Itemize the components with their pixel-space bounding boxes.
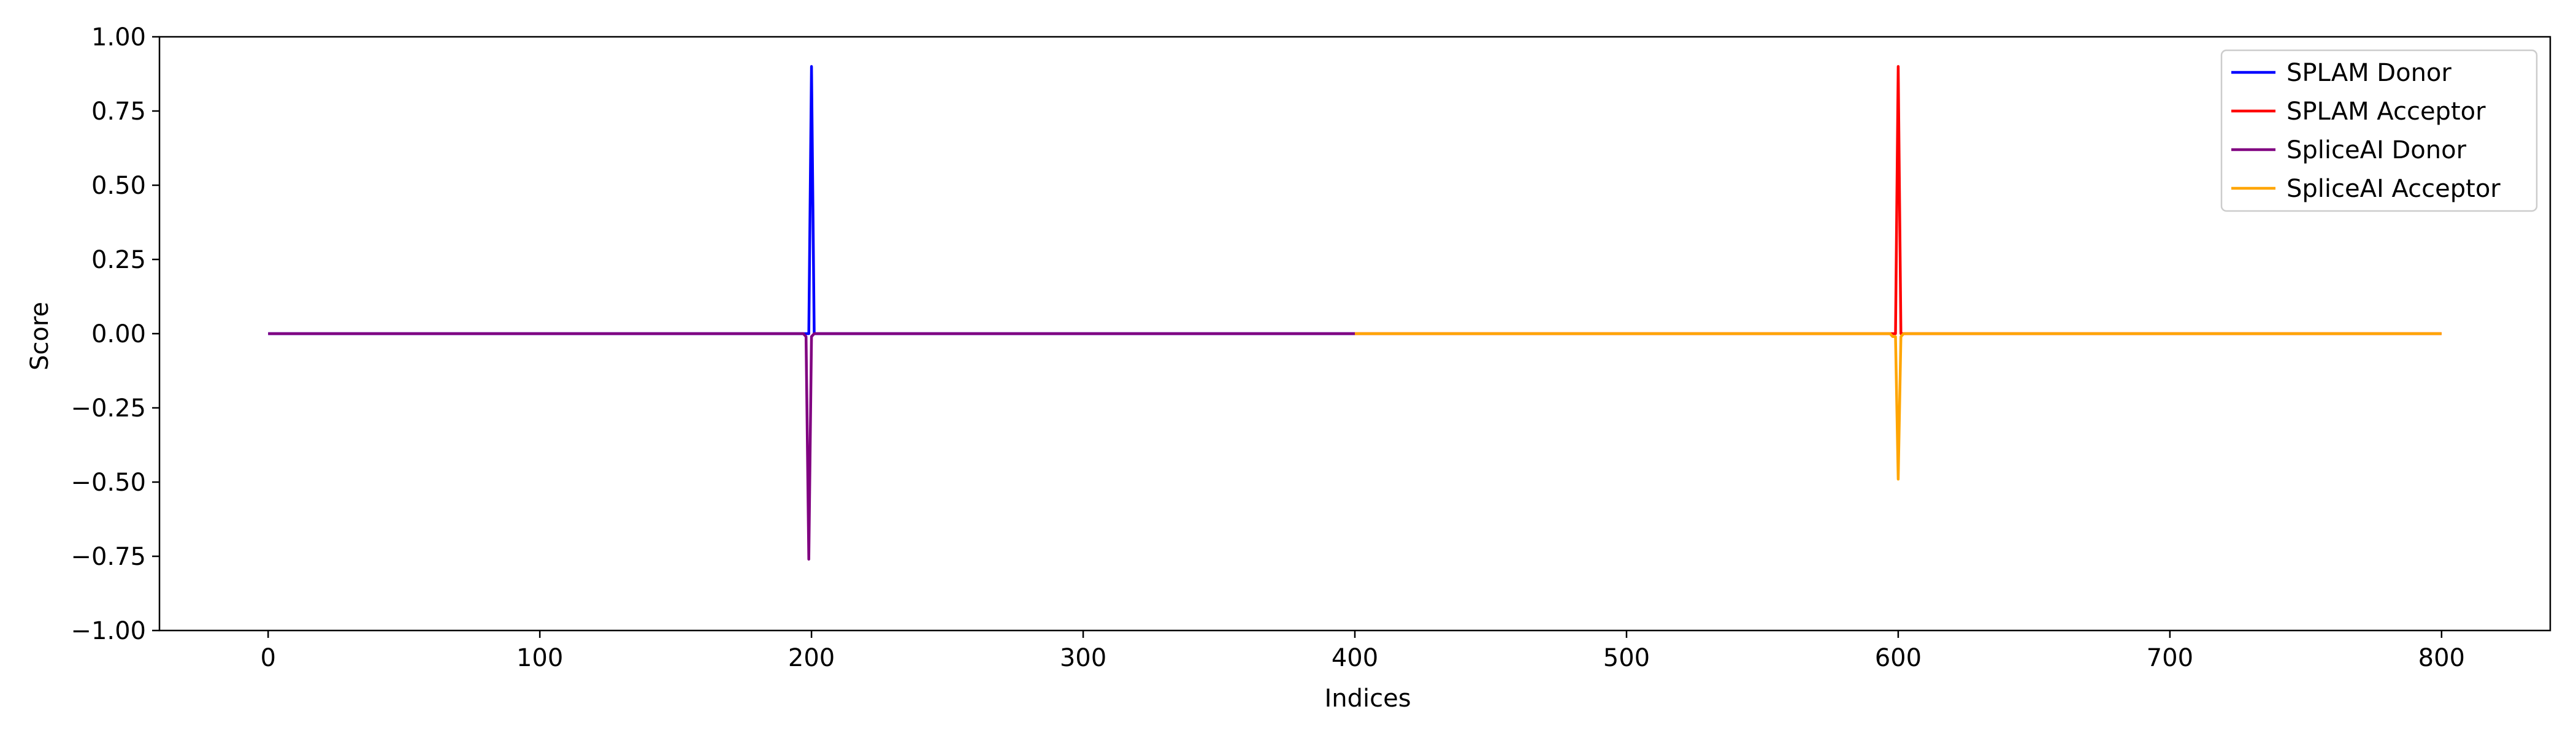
y-tick-label: 1.00 [91, 23, 146, 52]
x-tick-label: 200 [788, 644, 835, 672]
x-tick-label: 100 [516, 644, 563, 672]
y-tick-label: −0.50 [71, 469, 146, 497]
y-tick-label: −0.75 [71, 543, 146, 571]
series-line-4 [1355, 332, 2442, 481]
legend-label-2: SPLAM Acceptor [2287, 98, 2486, 126]
series-line-3 [268, 332, 1355, 561]
x-tick-label: 0 [260, 644, 275, 672]
y-tick-label: 0.50 [91, 172, 146, 200]
plot-lines [268, 65, 2442, 561]
y-axis-title: Score [26, 302, 54, 370]
legend-label-3: SpliceAI Donor [2287, 136, 2467, 164]
x-tick-label: 600 [1875, 644, 1922, 672]
series-line-1 [268, 65, 1355, 335]
legend-label-1: SPLAM Donor [2287, 59, 2451, 87]
y-tick-label: 0.75 [91, 98, 146, 126]
y-tick-label: 0.25 [91, 246, 146, 274]
x-tick-label: 700 [2147, 644, 2193, 672]
x-tick-label: 300 [1060, 644, 1106, 672]
x-tick-label: 500 [1603, 644, 1650, 672]
legend-label-4: SpliceAI Acceptor [2287, 175, 2501, 203]
y-tick-label: −1.00 [71, 617, 146, 645]
x-tick-label: 800 [2418, 644, 2465, 672]
y-tick-label: −0.25 [71, 394, 146, 423]
x-tick-label: 400 [1332, 644, 1378, 672]
legend-box [2220, 49, 2538, 212]
axes: 0 100 200 300 400 500 600 700 800 1.00 0.75 0.50 0.2… [71, 23, 2551, 672]
x-axis-title: Indices [1324, 684, 1411, 713]
y-tick-label: 0.00 [91, 320, 146, 348]
legend: SPLAM Donor SPLAM Acceptor SpliceAI Donor S… [2220, 49, 2538, 212]
